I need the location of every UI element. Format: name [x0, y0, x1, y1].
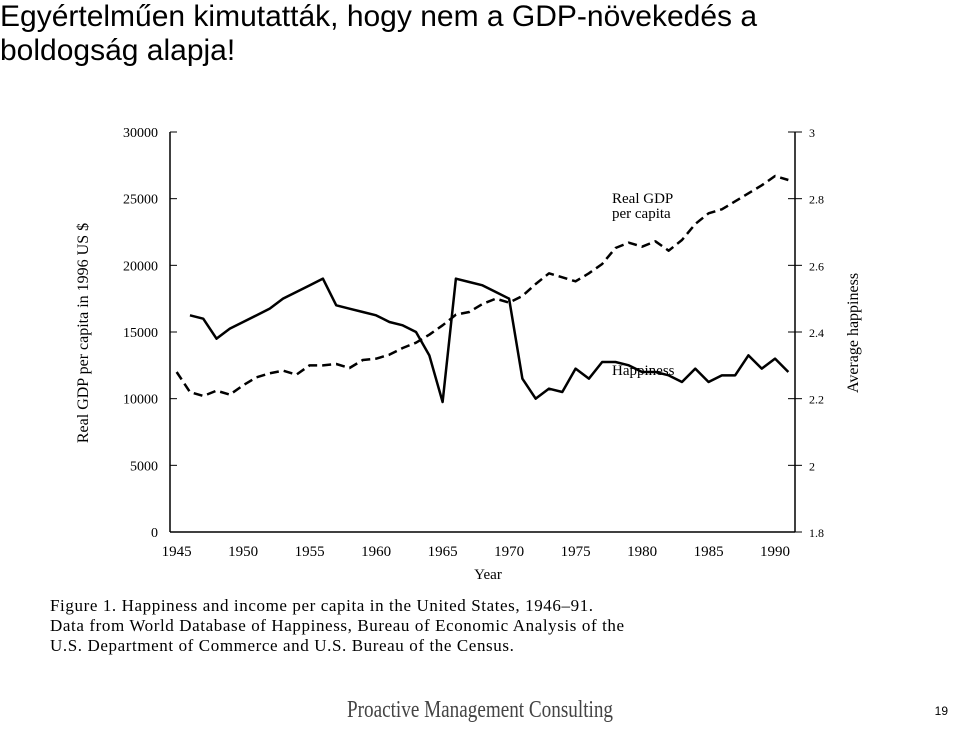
caption: Figure 1. Happiness and income per capit…	[50, 596, 594, 615]
y2-axis-label: Average happiness	[845, 273, 862, 393]
x-tick-label: 1965	[428, 544, 458, 560]
y-tick-label: 0	[151, 526, 158, 541]
x-tick-label: 1990	[760, 544, 790, 560]
y2-tick-label: 2.8	[809, 193, 824, 207]
x-tick-label: 1960	[361, 544, 391, 560]
y-axis-label: Real GDP per capita in 1996 US $	[75, 223, 92, 443]
x-tick-label: 1985	[694, 544, 724, 560]
series-line	[175, 174, 789, 398]
x-tick-label: 1945	[162, 544, 192, 560]
x-axis-label: Year	[474, 567, 502, 583]
y2-tick-label: 2.6	[809, 259, 824, 273]
y-tick-label: 20000	[123, 259, 158, 274]
x-tick-label: 1970	[494, 544, 524, 560]
y-tick-label: 30000	[123, 126, 158, 141]
series-line	[189, 277, 790, 404]
annotation: Real GDP	[612, 191, 673, 207]
slide-title: Egyértelműen kimutatták, hogy nem a GDP-…	[0, 0, 757, 33]
x-tick-label: 1950	[228, 544, 258, 560]
y-tick-label: 10000	[123, 393, 158, 408]
x-tick-label: 1980	[627, 544, 657, 560]
y2-tick-label: 1.8	[809, 526, 824, 540]
y2-tick-label: 2	[809, 459, 815, 473]
page-number: 19	[935, 704, 949, 718]
y-tick-label: 15000	[123, 326, 158, 341]
slide-title: boldogság alapja!	[0, 34, 235, 67]
y2-tick-label: 3	[809, 126, 815, 140]
annotation: per capita	[612, 206, 671, 222]
y-tick-label: 25000	[123, 193, 158, 208]
caption: U.S. Department of Commerce and U.S. Bur…	[50, 636, 514, 655]
y2-tick-label: 2.4	[809, 326, 824, 340]
y-tick-label: 5000	[130, 459, 158, 474]
caption: Data from World Database of Happiness, B…	[50, 616, 625, 635]
x-tick-label: 1975	[561, 544, 591, 560]
x-tick-label: 1955	[295, 544, 325, 560]
y2-tick-label: 2.2	[809, 393, 824, 407]
footer-logo: Proactive Management Consulting	[347, 697, 613, 723]
